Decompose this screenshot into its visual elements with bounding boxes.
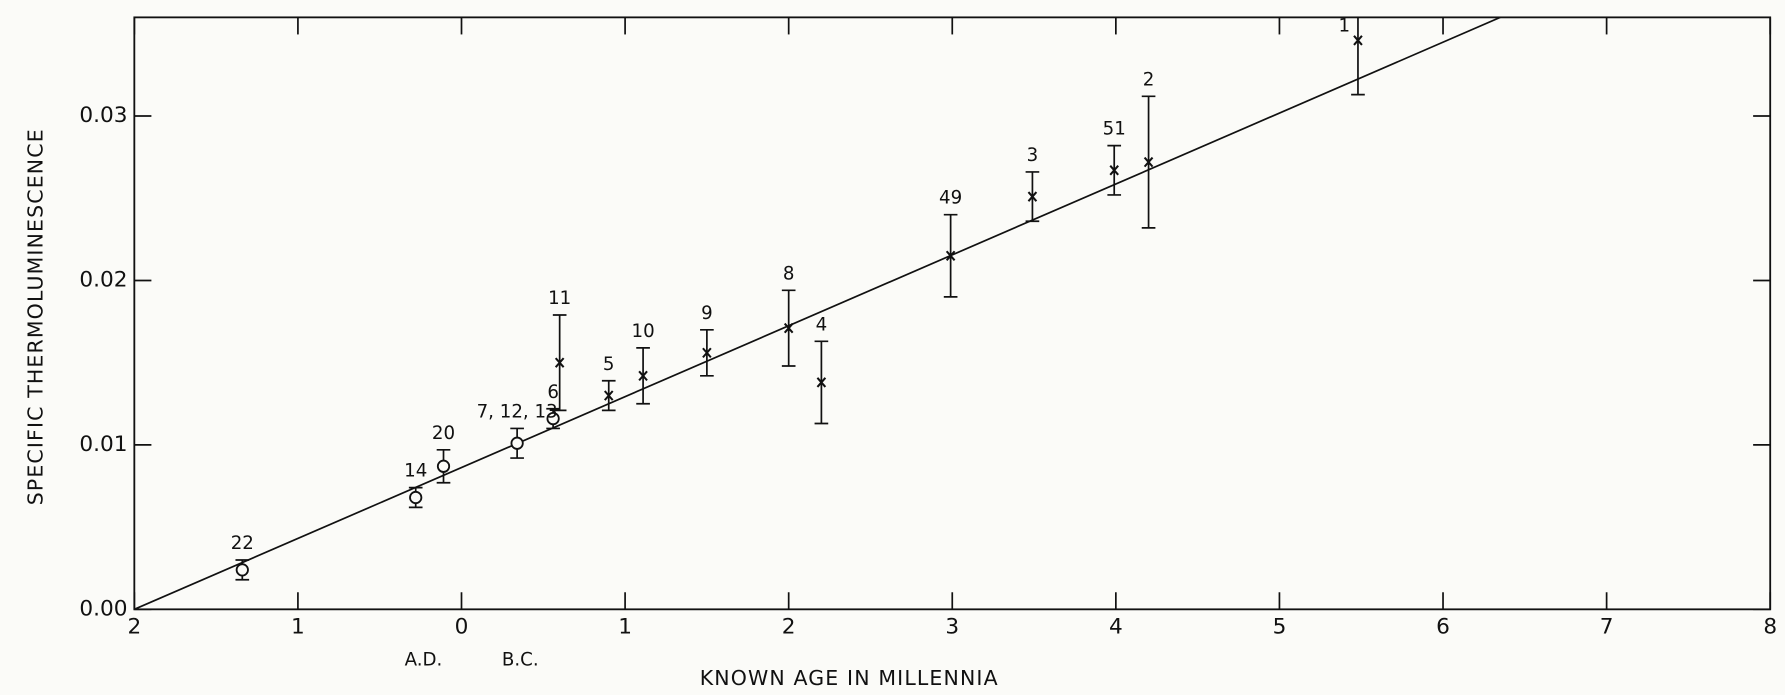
x-axis-title: KNOWN AGE IN MILLENNIA xyxy=(700,666,999,690)
y-tick-label: 0.00 xyxy=(79,596,127,621)
point xyxy=(235,563,249,577)
x-tick-label: 3 xyxy=(945,615,959,640)
point xyxy=(945,250,956,262)
x-tick-label: 5 xyxy=(1273,615,1287,640)
point xyxy=(554,357,565,368)
point-label: 8 xyxy=(783,263,795,284)
point-label: 11 xyxy=(548,288,571,309)
point-label: 49 xyxy=(939,188,962,209)
x-tick-label: 2 xyxy=(782,615,796,640)
point xyxy=(510,436,524,450)
y-tick-label: 0.02 xyxy=(79,267,127,292)
point xyxy=(816,377,827,388)
era-label: B.C. xyxy=(502,650,539,671)
x-tick-label: 4 xyxy=(1109,615,1123,640)
point-label: 22 xyxy=(231,533,254,554)
point-label: 9 xyxy=(701,303,713,324)
point xyxy=(409,490,423,505)
point xyxy=(783,322,794,334)
y-tick-label: 0.03 xyxy=(79,103,127,128)
point xyxy=(1027,191,1038,202)
x-tick-label: 1 xyxy=(291,615,305,640)
point-label: 10 xyxy=(632,321,655,342)
x-tick-label: 2 xyxy=(127,615,141,640)
y-axis-title: SPECIFIC THERMOLUMINESCENCE xyxy=(23,128,47,505)
x-tick-label: 8 xyxy=(1763,615,1777,640)
plot-area xyxy=(134,17,1501,610)
point-label: 4 xyxy=(816,314,828,335)
plot-frame xyxy=(133,16,1772,611)
point-label: 1 xyxy=(1339,15,1351,36)
point-label: 20 xyxy=(432,423,455,444)
point xyxy=(1143,156,1154,168)
x-tick-label: 7 xyxy=(1600,615,1614,640)
point-label: 5 xyxy=(603,354,615,375)
point-label: 3 xyxy=(1027,145,1039,166)
point xyxy=(546,411,560,426)
point-label: 6 xyxy=(547,382,559,403)
point-label: 7, 12, 13 xyxy=(477,402,558,423)
point xyxy=(1109,165,1119,176)
point-label: 2 xyxy=(1143,69,1155,90)
point xyxy=(638,370,648,382)
point-label: 51 xyxy=(1103,119,1126,140)
point xyxy=(702,347,712,359)
point xyxy=(603,390,614,401)
era-label: A.D. xyxy=(405,650,443,671)
x-tick-label: 6 xyxy=(1436,615,1450,640)
fit-line xyxy=(134,17,1501,610)
x-tick-label: 1 xyxy=(618,615,632,640)
y-tick-label: 0.01 xyxy=(79,432,127,457)
point-label: 14 xyxy=(404,461,427,482)
x-tick-label: 0 xyxy=(455,615,469,640)
point xyxy=(436,459,451,473)
point xyxy=(1353,35,1363,46)
